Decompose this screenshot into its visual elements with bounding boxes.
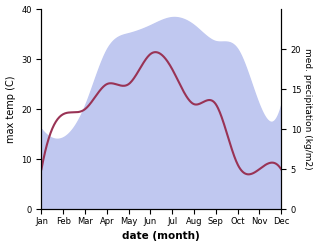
Y-axis label: med. precipitation (kg/m2): med. precipitation (kg/m2) bbox=[303, 48, 313, 170]
Y-axis label: max temp (C): max temp (C) bbox=[5, 75, 16, 143]
X-axis label: date (month): date (month) bbox=[122, 231, 200, 242]
